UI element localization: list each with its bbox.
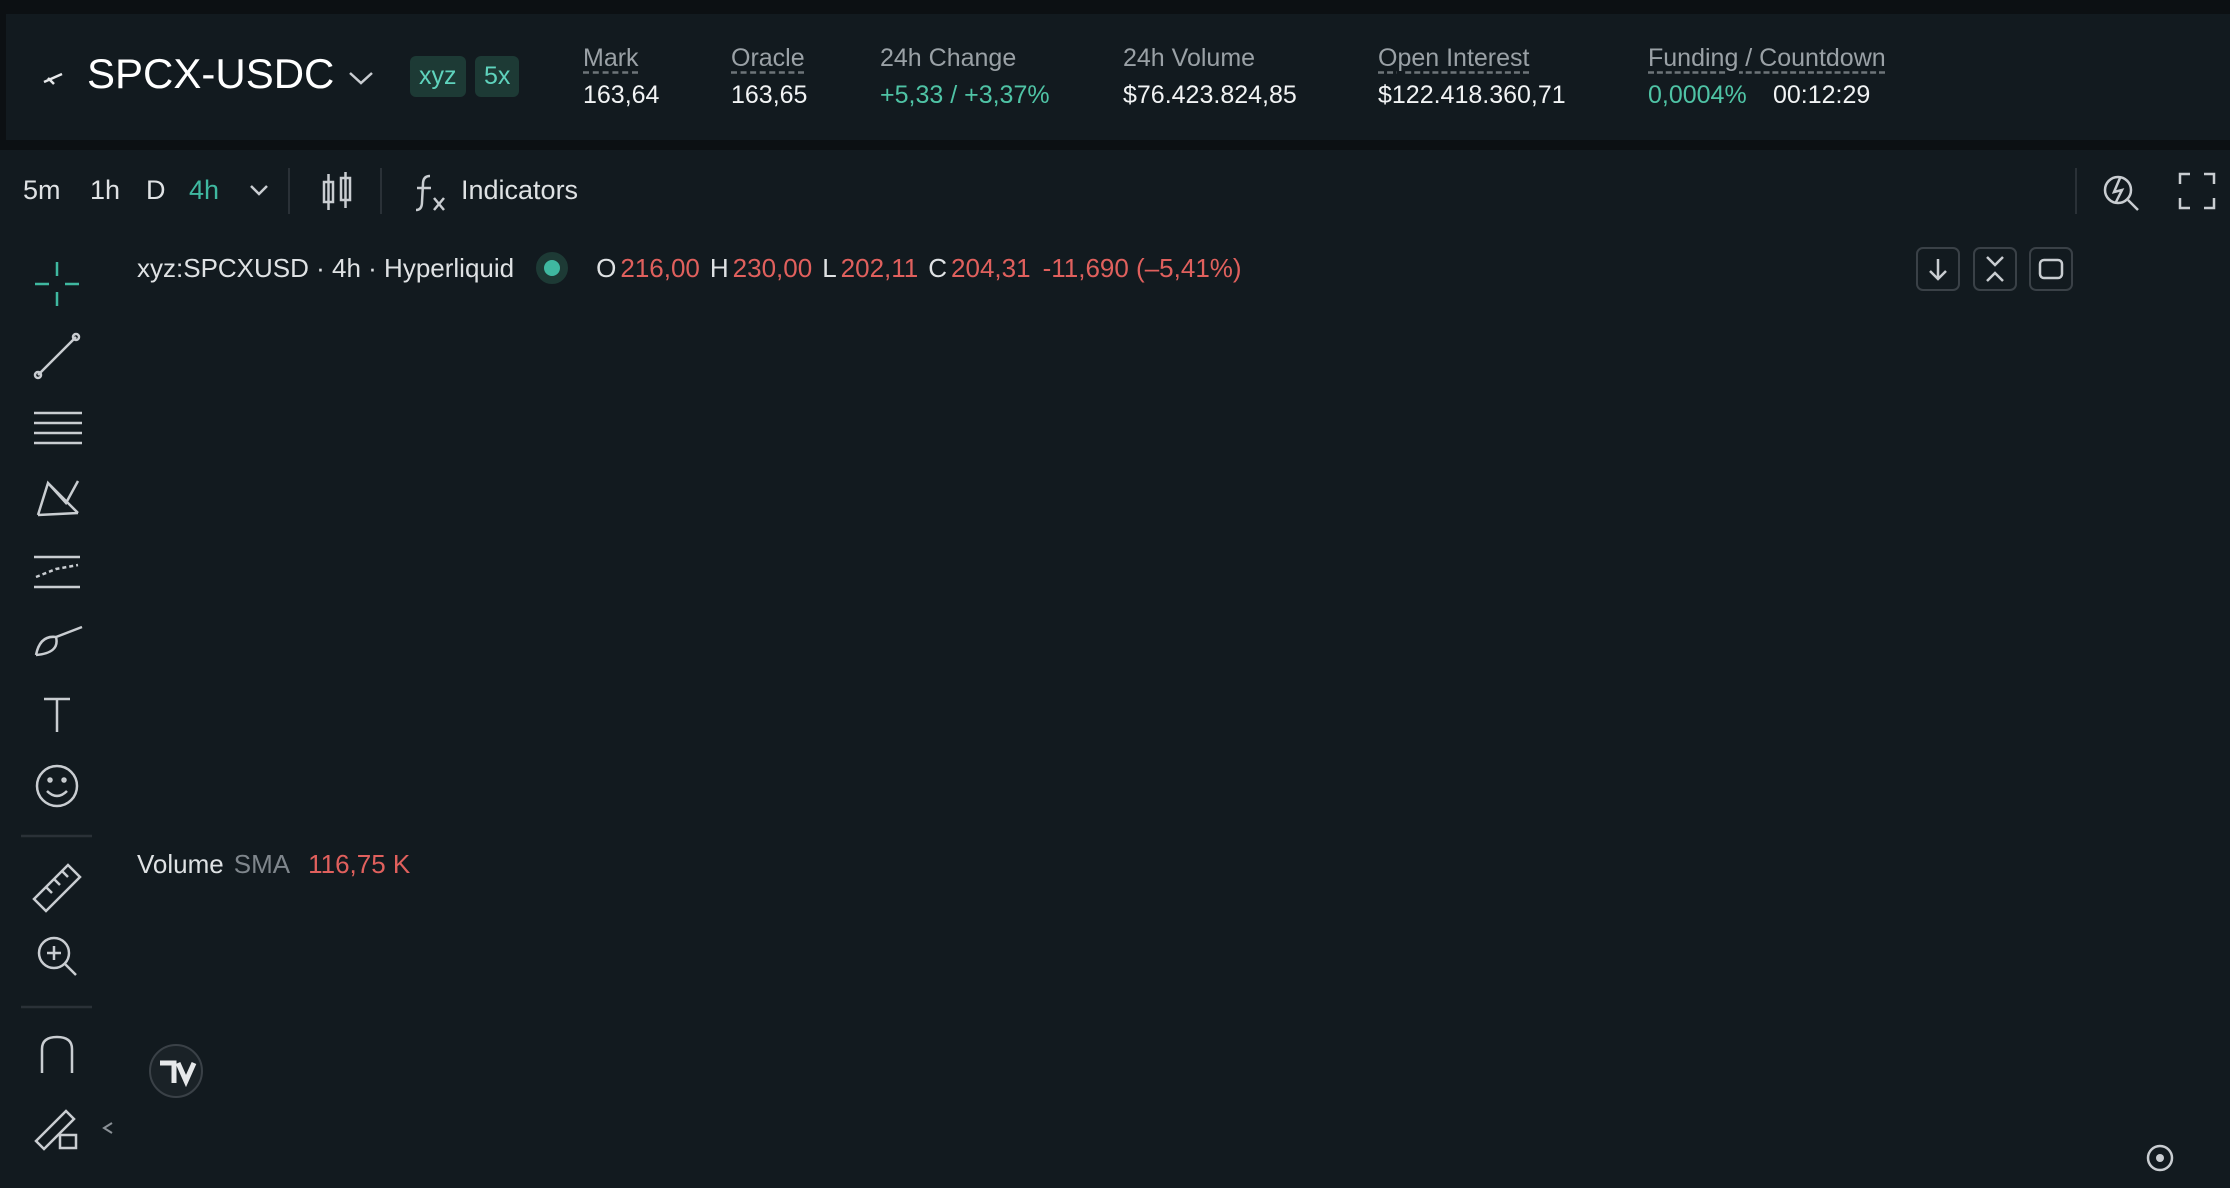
field-key: L [822,252,837,283]
indicator-name: SMA [233,849,291,879]
stat-value: +5,33 / +3,37% [880,81,1050,109]
brush-tool[interactable] [34,625,83,657]
emoji-tool[interactable] [35,764,79,808]
badge: 5x [475,56,520,97]
field-value: 216,00 [620,252,700,283]
toolbar: 5m 1h D 4h Indicators [0,150,2230,235]
countdown: 00:12:29 [1773,81,1871,109]
stat-label: Mark [583,44,639,72]
pair-dropdown[interactable] [346,68,376,88]
separator [380,168,382,214]
field-value: 230,00 [732,252,813,283]
volume-title: Volume [137,849,224,879]
fib-tool[interactable] [34,411,82,445]
field-value: 204,31 [951,252,1031,283]
tradingview-logo [149,1044,203,1098]
zoom-tool[interactable] [37,936,77,976]
indicators-button[interactable]: Indicators [461,175,579,205]
collapse-pane-button[interactable] [1973,247,2017,291]
settings-button[interactable] [2146,1144,2174,1172]
chart-background [0,235,2230,1188]
chart-controls [1916,247,2073,291]
magnet-tool[interactable] [40,1035,74,1073]
change: -11,690 (–5,41%) [1042,252,1242,283]
interval-button[interactable]: D [146,175,166,205]
lock-tool[interactable] [34,1109,78,1151]
status-dot [536,252,569,284]
pattern-tool[interactable] [36,480,80,517]
text-tool[interactable] [44,697,70,732]
chart-legend: xyz:SPCXUSD · 4h · Hyperliquid O 216,00 H 2… [137,252,1242,284]
interval-button[interactable]: 4h [189,175,220,205]
maximize-pane-button[interactable] [2029,247,2073,291]
stat-value: $76.423.824,85 [1123,81,1297,109]
header: SPCX-USDC xyz 5x Mark 163,64 Oracle 163,… [6,14,2230,140]
stat-label: Funding / Countdown [1648,44,1886,72]
pair[interactable]: SPCX-USDC [87,50,335,97]
stat-label: Oracle [731,44,805,72]
stat-label: 24h Volume [1123,44,1256,72]
crosshair-tool[interactable] [35,262,79,306]
chart-type-button[interactable] [320,170,354,214]
fullscreen-button[interactable] [2178,172,2216,210]
stat-label: Open Interest [1378,44,1530,72]
separator [2075,168,2077,214]
indicator-value: 116,75 K [308,849,411,879]
chart [0,235,2230,1188]
interval-button[interactable]: 1h [90,175,121,205]
interval-button[interactable]: 5m [23,175,61,205]
separator [288,168,290,214]
icon [1929,259,1947,281]
collapse-button[interactable] [102,1122,113,1134]
overlay [149,247,2174,1172]
icon [2038,258,2064,280]
forecast-tool[interactable] [34,555,80,589]
field-key: O [596,252,617,283]
interval-dropdown[interactable] [248,182,270,198]
stat-value: 0,0004% [1648,81,1747,109]
field-key: C [928,252,948,283]
ohlc: O 216,00 H 230,00 L 202,11 C 204,31 [596,253,1030,284]
stat-value: $122.418.360,71 [1378,81,1566,109]
logo [43,72,63,85]
volume-legend: Volume SMA 116,75 K [137,849,410,880]
alert-button[interactable] [2100,168,2142,214]
drawing-tools [21,262,92,1151]
symbol-title: xyz:SPCXUSD · 4h · Hyperliquid [137,252,515,283]
trendline-tool[interactable] [33,332,81,380]
field-key: H [709,252,729,283]
stat-value: 163,64 [583,81,660,109]
ruler-tool[interactable] [32,863,82,913]
stat-value: 163,65 [731,81,808,109]
icon [1986,256,2004,282]
badge: xyz [410,56,466,97]
fx-icon [415,174,445,212]
stat-label: 24h Change [880,44,1017,72]
field-value: 202,11 [840,252,919,283]
